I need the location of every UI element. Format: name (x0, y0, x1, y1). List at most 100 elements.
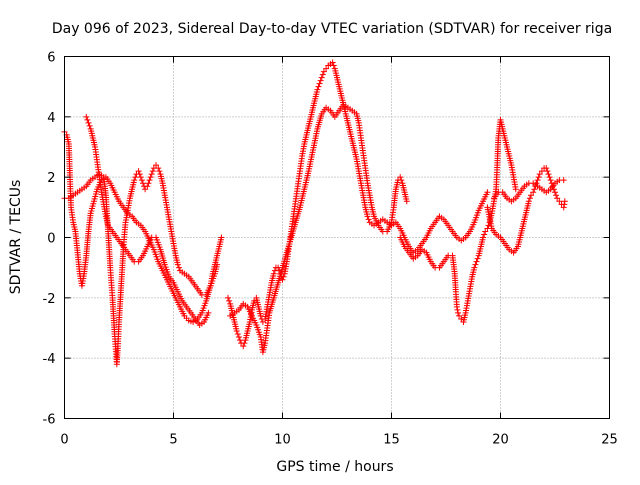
axes: 0 5 10 15 20 25 -6 -4 -2 0 2 4 6 (43, 51, 618, 448)
y-tick-label: 2 (47, 171, 55, 186)
data-point (279, 276, 286, 283)
data-point (84, 116, 91, 123)
data-point (397, 174, 404, 181)
data-point (323, 65, 330, 72)
data-point (146, 177, 153, 184)
series-track-h (490, 177, 567, 205)
x-tick-label: 15 (383, 433, 400, 448)
x-axis-label: GPS time / hours (276, 459, 393, 475)
data-point (364, 213, 371, 220)
data-point (531, 186, 538, 193)
data-point (546, 174, 553, 181)
data-point (236, 337, 243, 344)
data-point (316, 80, 323, 87)
data-point (319, 71, 326, 78)
data-point (560, 177, 567, 184)
data-point (556, 198, 563, 205)
data-point (480, 234, 487, 241)
data-point (205, 309, 212, 316)
y-tick-label: 4 (47, 111, 55, 126)
data-point (156, 168, 163, 175)
data-point (403, 198, 410, 205)
data-point (458, 315, 465, 322)
data-point (320, 68, 327, 75)
series-track-f (397, 116, 519, 325)
data-point (136, 171, 143, 178)
data-point (561, 201, 568, 208)
data-point (138, 177, 145, 184)
data-point (83, 113, 90, 120)
y-tick-label: -4 (43, 352, 56, 367)
data-point (543, 165, 550, 172)
data-point (474, 255, 481, 262)
data-point (481, 231, 488, 238)
data-point (251, 297, 258, 304)
data-point (530, 189, 537, 196)
data-point (233, 328, 240, 335)
data-point (145, 180, 152, 187)
data-point (482, 228, 489, 235)
data-point (142, 186, 149, 193)
data-point (329, 59, 336, 66)
data-point (538, 168, 545, 175)
y-tick-label: -2 (43, 292, 56, 307)
data-layer (61, 59, 568, 368)
series-track-d (225, 59, 491, 350)
data-point (560, 204, 567, 211)
data-point (85, 119, 92, 126)
data-point (155, 165, 162, 172)
data-point (218, 234, 225, 241)
data-point (472, 261, 479, 268)
data-point (132, 174, 139, 181)
data-point (549, 183, 556, 190)
data-point (149, 168, 156, 175)
data-point (553, 192, 560, 199)
data-point (148, 171, 155, 178)
data-point (554, 195, 561, 202)
data-point (153, 162, 160, 169)
data-point (398, 177, 405, 184)
x-tick-label: 0 (60, 433, 68, 448)
data-point (131, 177, 138, 184)
data-point (317, 77, 324, 84)
data-point (534, 177, 541, 184)
y-axis-label: SDTVAR / TECUs (8, 180, 24, 295)
data-point (330, 62, 337, 69)
data-point (453, 303, 460, 310)
data-point (259, 318, 266, 325)
data-point (234, 331, 241, 338)
data-point (139, 180, 146, 187)
data-point (536, 171, 543, 178)
data-point (315, 83, 322, 90)
data-point (175, 264, 182, 271)
data-point (270, 270, 277, 277)
data-point (528, 192, 535, 199)
chart-title: Day 096 of 2023, Sidereal Day-to-day VTE… (52, 21, 612, 37)
data-point (240, 343, 247, 350)
data-point (225, 294, 231, 301)
data-point (365, 216, 372, 223)
data-point (144, 183, 151, 190)
data-point (552, 189, 558, 196)
data-point (137, 174, 144, 181)
data-point (454, 306, 461, 313)
y-tick-label: 0 (47, 232, 55, 247)
data-point (314, 86, 321, 93)
data-point (512, 186, 519, 193)
y-tick-label: -6 (43, 413, 56, 428)
data-point (454, 309, 461, 316)
data-point (135, 168, 142, 175)
x-tick-label: 10 (274, 433, 291, 448)
series-track-e (227, 101, 410, 356)
data-point (147, 174, 154, 181)
x-tick-label: 25 (601, 433, 618, 448)
data-point (241, 340, 248, 347)
data-point (535, 174, 542, 181)
data-point (525, 198, 532, 205)
data-point (547, 177, 554, 184)
data-point (214, 261, 221, 268)
data-point (456, 312, 463, 319)
series-track-b (61, 162, 221, 368)
